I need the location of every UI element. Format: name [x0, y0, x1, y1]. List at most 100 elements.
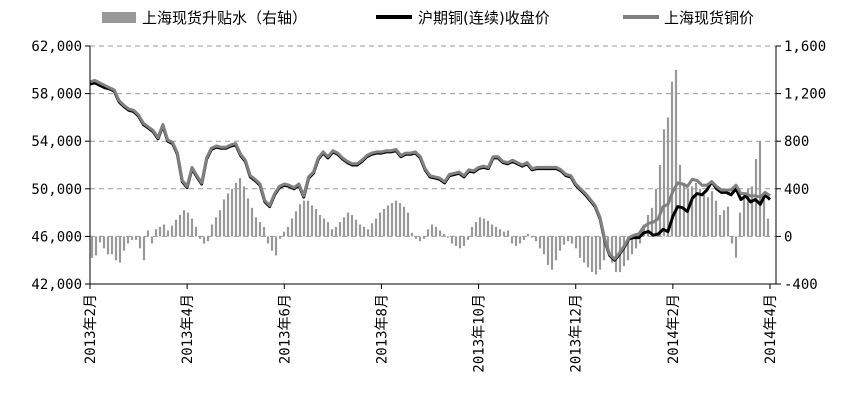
basis-bar [170, 225, 174, 237]
legend: 上海现货升贴水（右轴） 沪期铜(连续)收盘价 上海现货铜价 [102, 9, 754, 27]
basis-bar [202, 236, 206, 244]
basis-bar [302, 200, 306, 237]
basis-bar [550, 236, 554, 270]
basis-bar [146, 230, 150, 237]
basis-bar [138, 236, 142, 249]
basis-bar [158, 226, 162, 237]
basis-bar [662, 129, 666, 237]
basis-bar [222, 199, 226, 237]
price-lines [89, 79, 772, 262]
basis-bar [334, 226, 338, 237]
basis-bar [370, 223, 374, 237]
basis-bar [98, 236, 102, 243]
basis-bar [382, 209, 386, 237]
basis-bar [630, 236, 634, 255]
basis-bar [306, 200, 310, 237]
basis-bar [330, 229, 334, 237]
basis-bar [646, 214, 650, 237]
right-tick-label: 1,200 [784, 87, 826, 103]
basis-bar [150, 236, 154, 244]
basis-bar [530, 236, 534, 238]
basis-bar [118, 236, 122, 263]
basis-bar [634, 236, 638, 249]
basis-bar [526, 234, 530, 237]
basis-bar [622, 236, 626, 267]
basis-bar [758, 141, 762, 237]
basis-bar [542, 236, 546, 255]
right-axis-ticks: 1,600 1,200 800 400 0 -400 [776, 39, 826, 293]
basis-bar [714, 200, 718, 237]
basis-bar [226, 193, 230, 237]
left-tick-label: 58,000 [31, 87, 82, 103]
basis-bar [446, 236, 450, 238]
basis-bar [210, 224, 214, 237]
basis-bar [274, 236, 278, 256]
basis-bar [466, 236, 470, 240]
right-tick-label: -400 [784, 277, 818, 293]
basis-bar [502, 231, 506, 237]
basis-bar [538, 236, 542, 249]
left-tick-label: 54,000 [31, 134, 82, 150]
basis-bar [346, 212, 350, 237]
basis-bar [494, 226, 498, 237]
basis-bar [578, 236, 582, 258]
basis-bar [126, 236, 130, 244]
basis-bar [582, 236, 586, 263]
basis-bar [522, 236, 526, 240]
basis-bar [638, 236, 642, 244]
basis-bar [338, 222, 342, 237]
basis-bar [94, 236, 98, 256]
basis-bar [626, 236, 630, 261]
basis-bar [670, 81, 674, 237]
basis-bar [710, 191, 714, 237]
basis-bar [214, 217, 218, 237]
basis-bar [606, 236, 610, 252]
basis-bar [90, 236, 94, 258]
basis-bar [690, 186, 694, 237]
basis-bar [598, 236, 602, 270]
basis-bar [142, 236, 146, 261]
basis-bar [722, 210, 726, 237]
basis-bar [314, 209, 318, 237]
basis-bar [602, 236, 606, 261]
basis-bar [282, 231, 286, 237]
basis-bar [374, 218, 378, 237]
x-tick-label: 2013年12月 [569, 294, 585, 373]
basis-bar [558, 236, 562, 251]
basis-bar [586, 236, 590, 268]
basis-bar [734, 236, 738, 258]
basis-bar [322, 218, 326, 237]
basis-bar [326, 222, 330, 237]
basis-bar [674, 69, 678, 237]
basis-bar [258, 222, 262, 237]
legend-label-futures: 沪期铜(连续)收盘价 [418, 9, 550, 27]
basis-bar [418, 236, 422, 242]
basis-bar [242, 186, 246, 237]
basis-bar [462, 236, 466, 246]
x-tick-label: 2014年4月 [763, 294, 779, 364]
basis-bar [358, 224, 362, 237]
basis-bar [414, 236, 418, 239]
legend-swatch-basis [102, 12, 136, 23]
basis-bar [350, 214, 354, 237]
basis-bar [738, 212, 742, 237]
basis-bar [458, 236, 462, 249]
basis-bar [378, 212, 382, 237]
basis-bar [234, 182, 238, 237]
basis-bar [190, 218, 194, 237]
basis-bar [390, 203, 394, 237]
basis-bar [310, 205, 314, 237]
basis-bar [174, 219, 178, 237]
basis-bar [750, 186, 754, 237]
basis-bar [506, 230, 510, 237]
right-tick-label: 1,600 [784, 39, 826, 55]
x-axis-ticks: 2013年2月 2013年4月 2013年6月 2013年8月 2013年10月 2013… [83, 284, 779, 373]
basis-bar [122, 236, 126, 251]
basis-bar [182, 210, 186, 237]
basis-bar [442, 234, 446, 237]
basis-bar [106, 236, 110, 255]
basis-bar [362, 226, 366, 237]
basis-bar [470, 226, 474, 237]
x-tick-label: 2013年4月 [180, 294, 196, 364]
